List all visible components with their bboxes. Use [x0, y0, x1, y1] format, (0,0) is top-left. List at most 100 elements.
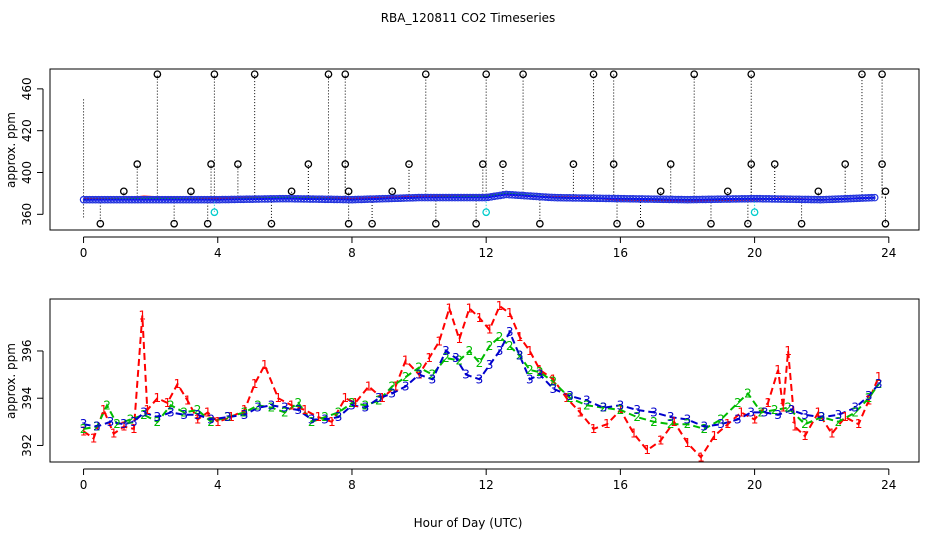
bottom-series-marker-1: 1	[466, 301, 474, 315]
bottom-series-marker-3: 3	[415, 368, 423, 382]
bottom-series-marker-2: 2	[875, 377, 883, 391]
bottom-series-marker-3: 3	[617, 398, 625, 412]
bottom-series-marker-2: 2	[684, 417, 692, 431]
bottom-series-marker-2: 2	[506, 339, 514, 353]
bottom-series-marker-1: 1	[174, 377, 182, 391]
bottom-series-marker-3: 3	[516, 349, 524, 363]
bottom-series-marker-1: 1	[80, 424, 88, 438]
top-outlier-mid-point	[666, 160, 675, 168]
top-plot-frame	[49, 68, 920, 231]
bottom-x-tick-label: 8	[348, 478, 356, 492]
bottom-series-marker-1: 1	[486, 323, 494, 337]
bottom-series-marker-3: 3	[321, 412, 329, 426]
bottom-series-marker-2: 2	[650, 415, 658, 429]
bottom-series-marker-1: 1	[274, 391, 282, 405]
bottom-series-marker-1: 1	[875, 370, 883, 384]
bottom-x-tick-label: 12	[479, 478, 494, 492]
top-outlier-low-point	[707, 219, 715, 228]
bottom-series-marker-1: 1	[365, 379, 373, 393]
bottom-series-marker-1: 1	[506, 306, 514, 320]
bottom-series-marker-1: 1	[352, 396, 360, 410]
bottom-series-marker-2: 2	[734, 396, 742, 410]
bottom-series-marker-3: 3	[167, 405, 175, 419]
top-outlier-mid-point	[609, 160, 618, 168]
top-x-tick-label: 4	[214, 246, 222, 260]
bottom-series-marker-3: 3	[452, 351, 460, 365]
bottom-series-marker-2: 2	[388, 379, 396, 393]
bottom-series-line-2	[83, 335, 880, 430]
bottom-series-marker-2: 2	[757, 405, 765, 419]
bottom-series-marker-1: 1	[328, 415, 336, 429]
top-outlier-low-point	[472, 219, 480, 228]
bottom-series-marker-3: 3	[583, 394, 591, 408]
bottom-series-marker-3: 3	[130, 415, 138, 429]
top-outlier-mid-point	[405, 160, 413, 168]
bottom-x-tick-label: 16	[613, 478, 628, 492]
top-outlier-low-point	[636, 219, 645, 228]
bottom-series-marker-1: 1	[657, 434, 665, 448]
bottom-series-marker-3: 3	[281, 401, 289, 415]
bottom-series-marker-3: 3	[80, 417, 88, 431]
top-outlier-bump-point	[119, 187, 128, 196]
top-y-tick-label: 360	[20, 203, 34, 226]
bottom-series-marker-3: 3	[120, 417, 128, 431]
bottom-series-marker-2: 2	[93, 420, 101, 434]
bottom-series-marker-2: 2	[600, 401, 608, 415]
bottom-series-marker-2: 2	[784, 401, 792, 415]
bottom-series-marker-1: 1	[711, 429, 719, 443]
top-y-tick-label: 460	[20, 77, 34, 100]
top-y-axis-label: approx. ppm	[4, 112, 18, 188]
bottom-series-marker-1: 1	[415, 368, 423, 382]
top-series-point	[867, 193, 876, 202]
bottom-series-marker-2: 2	[851, 405, 859, 419]
bottom-series-marker-3: 3	[93, 420, 101, 434]
bottom-series-marker-1: 1	[684, 436, 692, 450]
bottom-series-marker-3: 3	[224, 410, 232, 424]
bottom-series-marker-1: 1	[204, 405, 212, 419]
bottom-series-marker-2: 2	[321, 410, 329, 424]
bottom-series-marker-2: 2	[536, 365, 544, 379]
bottom-series-marker-1: 1	[549, 372, 557, 386]
bottom-y-tick-label: 394	[20, 387, 34, 410]
top-cyan-point	[210, 208, 219, 217]
bottom-series-marker-2: 2	[835, 415, 843, 429]
bottom-series-marker-2: 2	[80, 422, 88, 436]
bottom-series-marker-2: 2	[308, 415, 316, 429]
bottom-series-marker-3: 3	[700, 420, 708, 434]
bottom-series-marker-3: 3	[462, 368, 470, 382]
bottom-series-marker-2: 2	[442, 351, 450, 365]
bottom-series-marker-3: 3	[194, 408, 202, 422]
bottom-series-marker-2: 2	[113, 417, 121, 431]
bottom-series-marker-1: 1	[301, 403, 309, 417]
bottom-series-marker-1: 1	[425, 351, 433, 365]
bottom-series-marker-3: 3	[348, 398, 356, 412]
bottom-series-marker-2: 2	[241, 405, 249, 419]
bottom-series-marker-2: 2	[335, 405, 343, 419]
bottom-series-marker-1: 1	[855, 417, 863, 431]
bottom-series-marker-2: 2	[667, 417, 675, 431]
bottom-series-marker-3: 3	[429, 372, 437, 386]
top-outlier-bump-point	[656, 187, 665, 196]
bottom-series-marker-3: 3	[734, 412, 742, 426]
top-outlier-low-point	[613, 219, 621, 228]
bottom-series-line-3	[83, 329, 880, 428]
bottom-series-marker-3: 3	[335, 410, 343, 424]
bottom-series-marker-1: 1	[392, 379, 400, 393]
bottom-series-marker-2: 2	[496, 330, 504, 344]
top-outlier-low-point	[431, 219, 440, 228]
bottom-series-marker-2: 2	[375, 394, 383, 408]
bottom-series-marker-2: 2	[429, 368, 437, 382]
bottom-series-marker-2: 2	[294, 396, 302, 410]
top-x-tick-label: 24	[881, 246, 896, 260]
bottom-series-marker-2: 2	[466, 344, 474, 358]
bottom-series-marker-2: 2	[456, 353, 464, 367]
bottom-series-marker-2: 2	[633, 410, 641, 424]
bottom-series-marker-1: 1	[724, 417, 732, 431]
bottom-series-marker-1: 1	[801, 429, 809, 443]
bottom-series-marker-3: 3	[375, 391, 383, 405]
top-outlier-low-point	[96, 219, 105, 228]
bottom-series-marker-1: 1	[617, 403, 625, 417]
